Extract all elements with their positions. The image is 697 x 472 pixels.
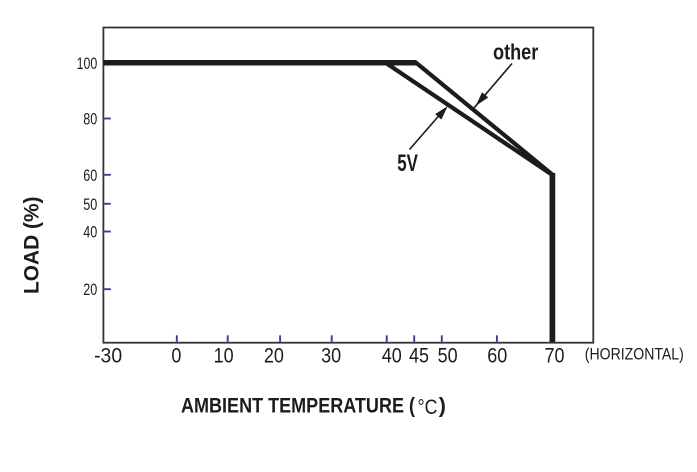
svg-text:100: 100 <box>77 54 98 73</box>
svg-text:45: 45 <box>409 345 429 368</box>
svg-text:40: 40 <box>382 345 402 368</box>
svg-text:60: 60 <box>487 345 507 368</box>
svg-text:20: 20 <box>264 345 284 368</box>
svg-text:40: 40 <box>83 223 97 242</box>
svg-text:AMBIENT TEMPERATURE (: AMBIENT TEMPERATURE ( <box>181 394 416 418</box>
svg-text:-30: -30 <box>94 345 122 368</box>
svg-text:°C: °C <box>418 395 438 419</box>
svg-text:10: 10 <box>214 345 234 368</box>
svg-text:80: 80 <box>83 110 97 129</box>
svg-text:): ) <box>439 394 446 418</box>
svg-text:LOAD (%): LOAD (%) <box>21 197 44 295</box>
svg-text:60: 60 <box>83 166 97 185</box>
svg-text:(HORIZONTAL): (HORIZONTAL) <box>585 345 684 364</box>
svg-text:30: 30 <box>321 345 341 368</box>
svg-text:20: 20 <box>83 280 97 299</box>
svg-text:other: other <box>493 40 539 65</box>
svg-text:70: 70 <box>545 345 565 368</box>
svg-text:5V: 5V <box>397 150 418 177</box>
svg-text:0: 0 <box>171 345 181 368</box>
svg-text:50: 50 <box>438 345 458 368</box>
svg-text:50: 50 <box>83 195 97 214</box>
